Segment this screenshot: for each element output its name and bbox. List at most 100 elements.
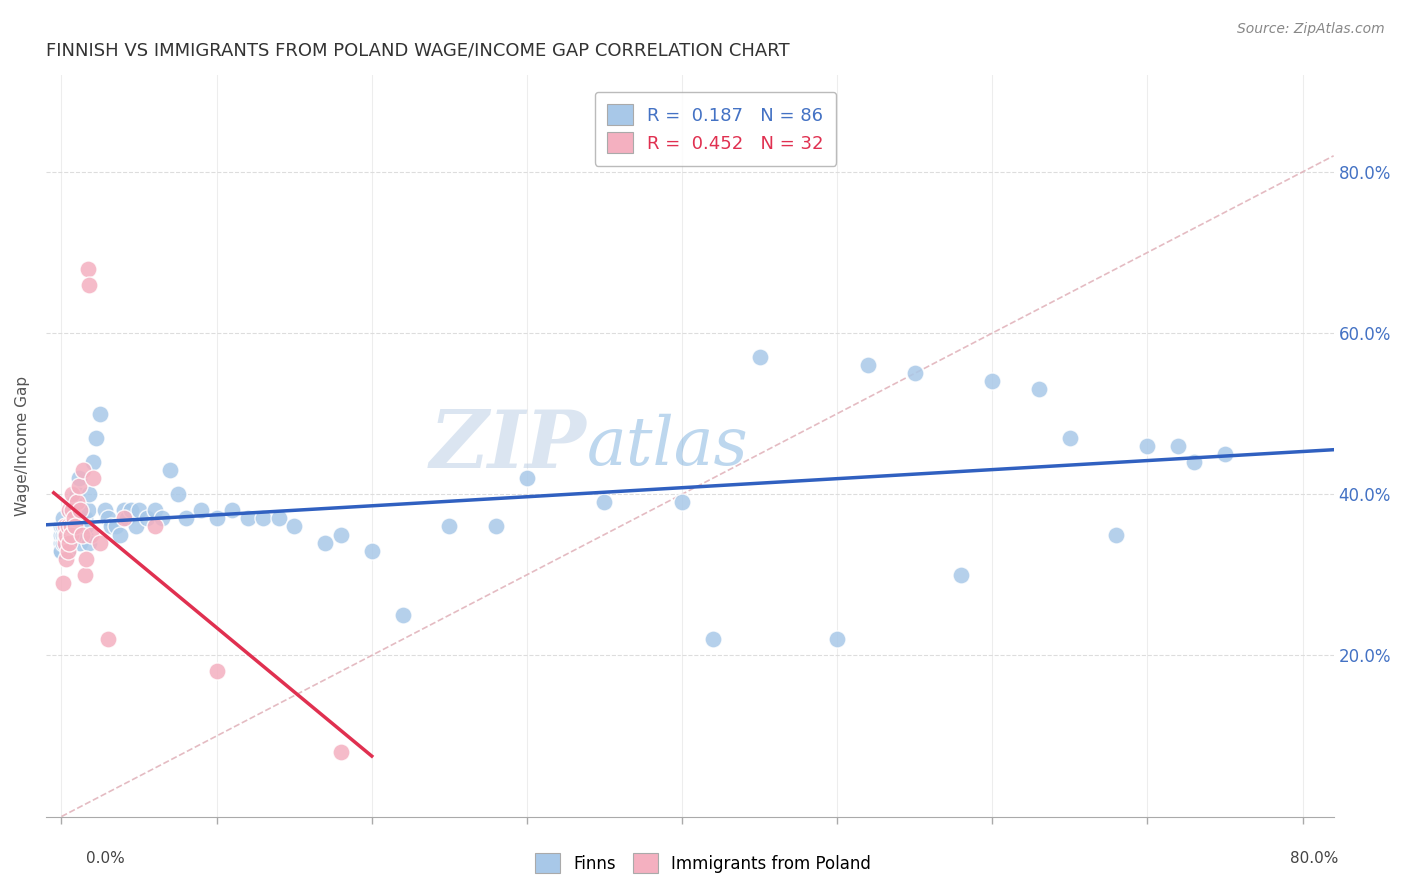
Point [65,519,87,533]
Point [51,543,73,558]
Point [112,503,135,517]
Point [89,535,111,549]
Point [115,511,138,525]
Point [52,575,75,590]
Point [89,407,111,421]
Point [159,463,181,477]
Text: atlas: atlas [586,413,748,478]
Point [391,608,413,623]
Point [112,511,135,525]
Point [97,511,120,525]
Point [314,535,336,549]
Point [58,503,80,517]
Point [63,511,86,525]
Text: Source: ZipAtlas.com: Source: ZipAtlas.com [1237,22,1385,37]
Point [858,359,880,373]
Point [70,527,93,541]
Point [120,503,142,517]
Point [329,527,352,541]
Point [125,519,148,533]
Point [76,261,98,276]
Point [75,519,97,533]
Point [143,519,166,533]
Point [51,543,73,558]
Point [174,511,197,525]
Point [283,519,305,533]
Point [82,471,104,485]
Point [73,567,96,582]
Point [60,527,83,541]
Text: 0.0%: 0.0% [86,851,125,865]
Y-axis label: Wage/Income Gap: Wage/Income Gap [15,376,30,516]
Point [51,519,73,533]
Point [59,503,82,517]
Point [671,495,693,509]
Point [73,511,96,525]
Point [59,519,82,533]
Point [59,527,82,541]
Point [58,511,80,525]
Point [1105,527,1128,541]
Point [1182,455,1205,469]
Point [516,471,538,485]
Point [67,479,90,493]
Text: ZIP: ZIP [430,407,586,484]
Point [94,503,117,517]
Point [75,551,97,566]
Point [82,455,104,469]
Point [70,511,93,525]
Point [53,535,76,549]
Point [63,495,86,509]
Point [55,519,77,533]
Point [72,463,94,477]
Point [593,495,616,509]
Point [52,527,75,541]
Point [60,487,83,501]
Point [58,527,80,541]
Point [72,519,94,533]
Point [267,511,290,525]
Point [104,519,127,533]
Point [52,519,75,533]
Point [221,503,243,517]
Point [55,527,77,541]
Point [205,665,228,679]
Point [439,519,461,533]
Point [329,745,352,759]
Point [56,543,79,558]
Point [69,535,91,549]
Point [1136,439,1159,453]
Point [52,511,75,525]
Point [360,543,382,558]
Point [904,367,927,381]
Point [73,527,96,541]
Point [59,535,82,549]
Point [51,527,73,541]
Point [1028,383,1050,397]
Point [53,535,76,549]
Point [135,511,157,525]
Point [51,535,73,549]
Point [110,527,132,541]
Point [100,519,122,533]
Point [63,511,86,525]
Point [79,535,101,549]
Point [97,632,120,647]
Text: FINNISH VS IMMIGRANTS FROM POLAND WAGE/INCOME GAP CORRELATION CHART: FINNISH VS IMMIGRANTS FROM POLAND WAGE/I… [46,42,790,60]
Point [981,375,1004,389]
Point [1213,447,1236,461]
Point [66,527,89,541]
Point [128,503,150,517]
Point [150,511,173,525]
Point [60,519,83,533]
Point [69,503,91,517]
Point [65,519,87,533]
Point [52,535,75,549]
Point [143,503,166,517]
Legend: R =  0.187   N = 86, R =  0.452   N = 32: R = 0.187 N = 86, R = 0.452 N = 32 [595,92,837,166]
Point [67,471,90,485]
Point [166,487,188,501]
Point [53,519,76,533]
Point [84,431,107,445]
Point [79,277,101,292]
